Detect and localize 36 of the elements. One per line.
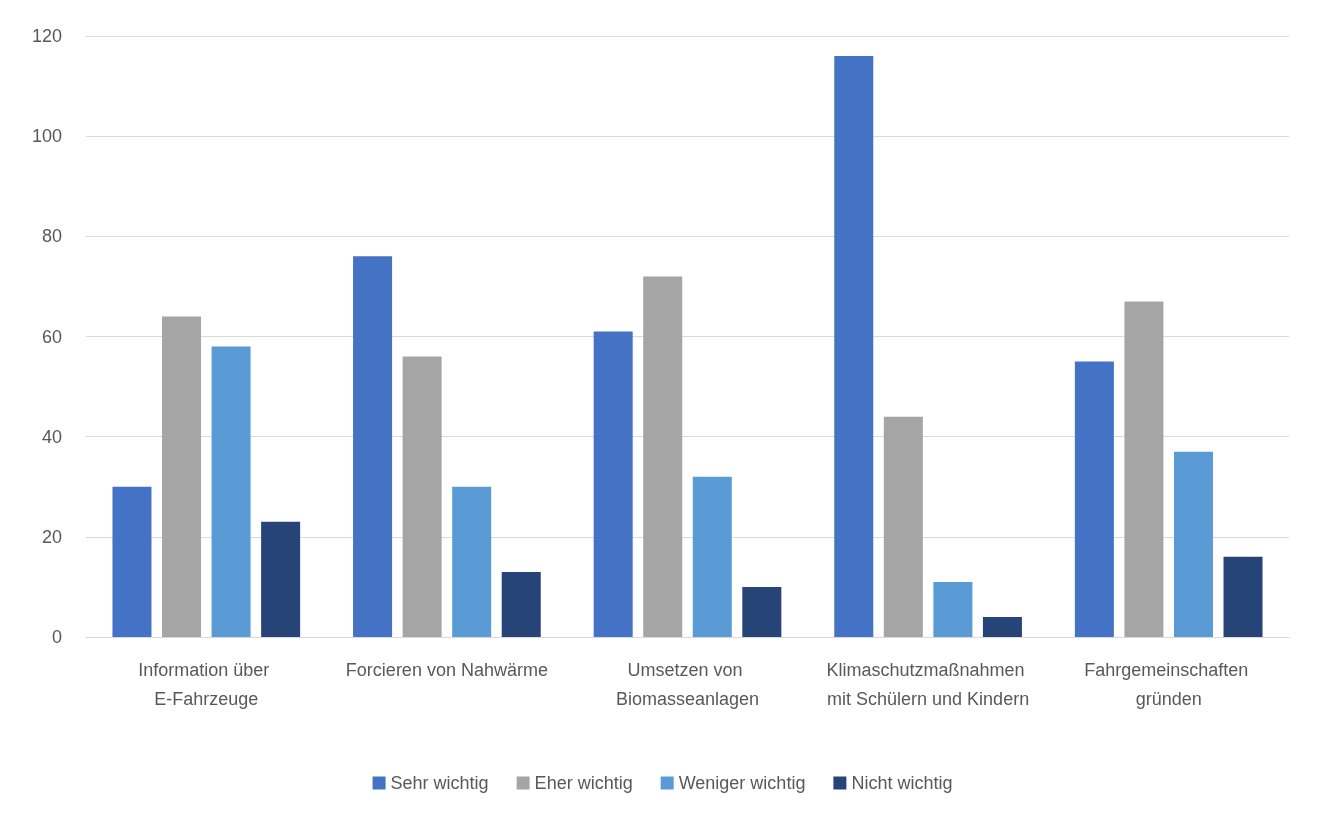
bar <box>261 521 301 637</box>
bar <box>1173 451 1213 637</box>
bar <box>692 476 732 637</box>
x-tick-label: Information über E-Fahrzeuge <box>138 659 275 709</box>
bar <box>162 316 202 637</box>
bar <box>402 356 442 637</box>
y-tick-label: 20 <box>41 526 62 547</box>
bar <box>883 416 923 637</box>
bar <box>593 331 633 637</box>
y-tick-label: 60 <box>41 326 62 347</box>
x-tick-label: Fahrgemeinschaften gründen <box>1084 659 1254 709</box>
y-tick-label: 120 <box>31 26 62 46</box>
bar <box>933 581 973 637</box>
bar <box>211 346 251 637</box>
bar <box>1124 301 1164 637</box>
bar <box>643 276 683 637</box>
legend-label: Nicht wichtig <box>851 773 953 793</box>
bar <box>834 56 874 637</box>
x-tick-label: Umsetzen von Biomasseanlagen <box>615 659 760 709</box>
y-tick-label: 0 <box>51 627 62 647</box>
bar <box>1223 556 1263 637</box>
x-tick-label: Forcieren von Nahwärme <box>345 659 548 680</box>
x-tick-label: Klimaschutzmaßnahmen mit Schülern und Kindern <box>826 659 1030 709</box>
bar <box>452 486 492 637</box>
legend-label: Eher wichtig <box>534 773 633 793</box>
bar <box>501 571 541 637</box>
bar <box>982 616 1022 637</box>
y-tick-label: 40 <box>41 426 62 447</box>
y-tick-label: 100 <box>31 126 62 147</box>
bar <box>112 486 152 637</box>
legend-label: Weniger wichtig <box>678 773 806 793</box>
bar <box>742 586 782 637</box>
bar <box>353 256 393 637</box>
y-tick-label: 80 <box>41 226 62 247</box>
legend-label: Sehr wichtig <box>390 773 489 793</box>
bar <box>1074 361 1114 637</box>
